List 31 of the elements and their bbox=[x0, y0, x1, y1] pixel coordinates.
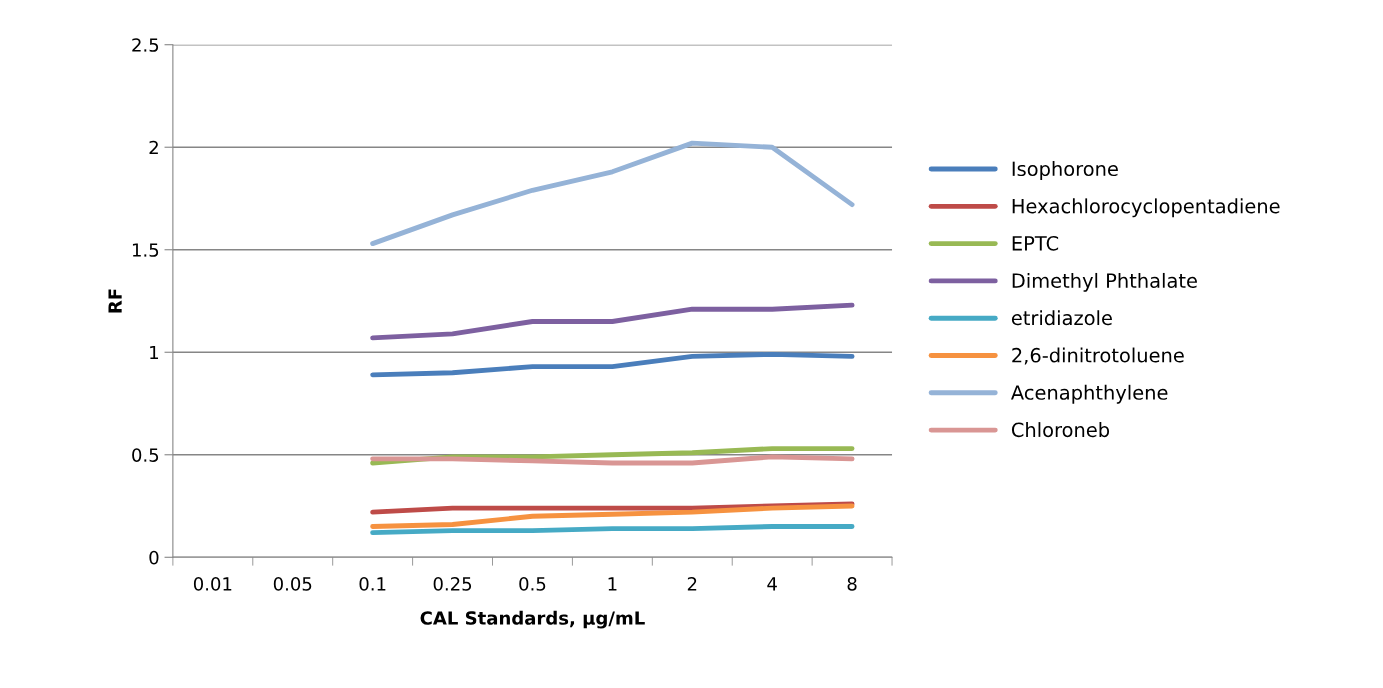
x-tick-label: 2 bbox=[687, 577, 697, 591]
line-series bbox=[370, 524, 855, 536]
x-axis-title: CAL Standards, µg/mL bbox=[420, 610, 645, 629]
x-tick-label: 1 bbox=[608, 577, 617, 591]
legend-label: EPTC bbox=[1012, 236, 1059, 251]
legend-label: Dimethyl Phthalate bbox=[1012, 272, 1197, 292]
y-tick-label: 1.5 bbox=[132, 243, 159, 257]
y-tick-label: 0 bbox=[149, 550, 159, 565]
x-tick-label: 4 bbox=[767, 577, 777, 591]
legend-label: Isophorone bbox=[1012, 161, 1118, 180]
x-tick-label: 0.1 bbox=[359, 577, 386, 591]
line-series bbox=[370, 503, 855, 529]
y-tick-label: 1 bbox=[150, 345, 159, 360]
x-tick-label: 0.25 bbox=[433, 577, 472, 591]
legend-label: Chloroneb bbox=[1011, 422, 1110, 438]
x-tick-label: 0.05 bbox=[273, 577, 312, 591]
y-axis-title: RF bbox=[108, 289, 122, 313]
line-series bbox=[370, 454, 855, 466]
legend-label: 2,6-dinitrotoluene bbox=[1012, 347, 1184, 365]
x-tick-label: 0.01 bbox=[193, 577, 232, 591]
y-tick-label: 2 bbox=[149, 140, 158, 155]
legend-label: Hexachlorocyclopentadiene bbox=[1012, 198, 1280, 218]
line-series bbox=[370, 140, 855, 247]
legend-label: etridiazole bbox=[1011, 310, 1112, 326]
legend-label: Acenaphthylene bbox=[1010, 384, 1168, 404]
x-tick-label: 0.5 bbox=[519, 577, 546, 591]
line-series bbox=[370, 302, 855, 341]
y-tick-label: 0.5 bbox=[132, 448, 159, 462]
line-series bbox=[370, 351, 855, 378]
y-tick-label: 2.5 bbox=[132, 38, 159, 52]
x-tick-label: 8 bbox=[847, 577, 857, 591]
